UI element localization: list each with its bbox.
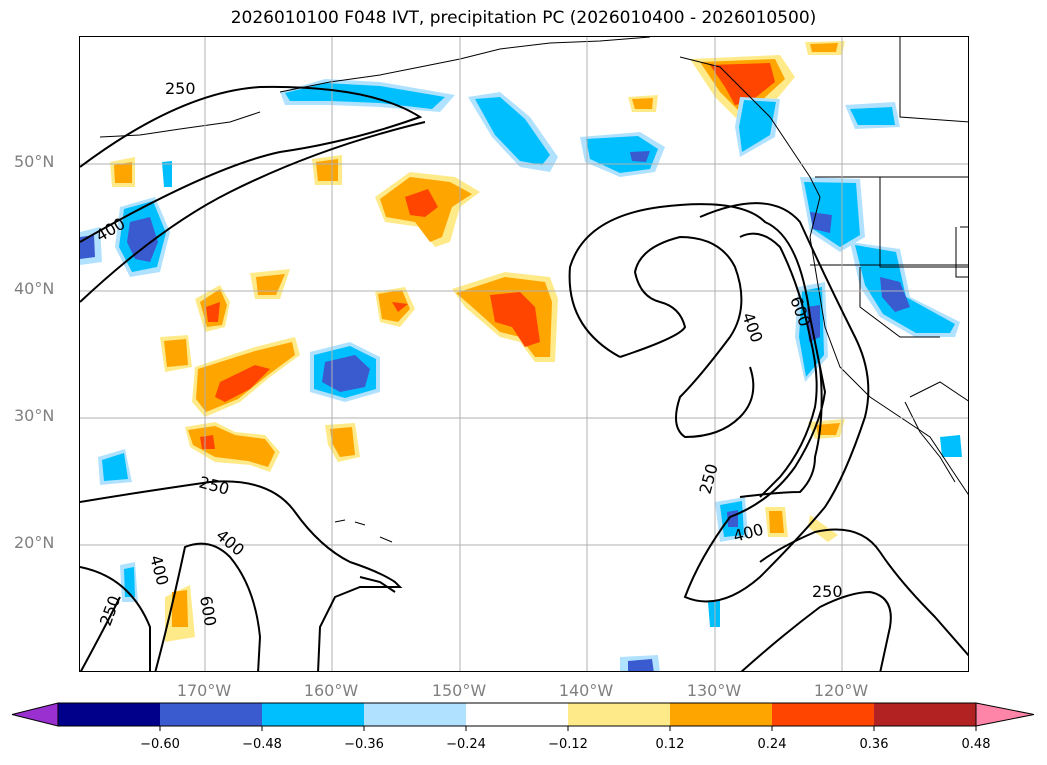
precip-patch-pos [200,435,215,449]
precip-patch-pos [490,292,540,347]
colorbar-segment [568,703,671,726]
map-canvas: 250 400 250 400 400 600 400 250 400 250 … [80,37,968,671]
contour-label: 250 [812,582,843,601]
colorbar-segment [772,703,875,726]
colorbar-segments [11,702,1035,727]
precip-patch-pos [206,302,220,322]
precip-patch-neg [475,97,550,165]
colorbar-extend-low [11,702,59,727]
ivt-contours [80,85,968,671]
lat-label: 50°N [14,152,55,171]
colorbar-outline [57,702,977,727]
precip-patch-neg [940,435,962,457]
lat-label: 30°N [14,406,55,425]
colorbar-segment [874,703,977,726]
colorbar-segment [262,703,365,726]
precip-patch-pos [172,590,188,627]
precip-patch-neg [162,161,172,187]
lon-label: 150°W [431,681,487,700]
precip-patch-neg [850,107,895,125]
colorbar-segment [466,703,569,726]
precip-patch-pos [256,274,285,295]
lon-label: 130°W [686,681,742,700]
colorbar-tick-label: −0.12 [548,737,588,752]
colorbar-tick-label: −0.36 [344,737,384,752]
precip-patch-pos [632,98,653,109]
precip-patch-pos [392,302,408,312]
precip-patch-pos [769,511,784,533]
contour-label: 250 [165,79,196,98]
precip-patch-neg [810,212,832,233]
lon-label: 160°W [303,681,359,700]
precip-patch-neg [630,151,650,162]
precip-shading [80,41,962,671]
precip-patch-neg [322,355,370,392]
precip-patch-neg [708,601,720,627]
lon-label: 120°W [813,681,869,700]
lat-label: 20°N [14,533,55,552]
map-title: 2026010100 F048 IVT, precipitation PC (2… [230,8,817,28]
precip-patch-pos [378,290,410,322]
precip-patch-neg [739,100,776,152]
precip-patch-neg [880,277,910,312]
lon-label: 140°W [558,681,614,700]
precip-patch-pos [114,162,132,183]
colorbar-tick-label: −0.24 [446,737,486,752]
colorbar-tick-label: 0.36 [859,737,889,752]
precip-patch-neg [102,453,128,481]
lon-label: 170°W [176,681,232,700]
precip-patch-pos [808,515,838,542]
colorbar-tick-label: 0.48 [961,737,991,752]
precip-patch-neg [804,182,860,247]
colorbar-tick-label: 0.24 [757,737,787,752]
coastlines [99,37,968,593]
colorbar-extend-high [975,702,1035,727]
colorbar-segment [160,703,263,726]
precip-patch-neg [127,217,158,262]
colorbar-tick-label: 0.12 [655,737,685,752]
colorbar-segment [58,703,161,726]
precip-patch-pos [330,427,355,457]
precip-patch-neg [628,659,654,671]
colorbar-segment [670,703,773,726]
precip-patch-pos [164,339,188,367]
precip-patch-pos [405,189,438,217]
lat-label: 40°N [14,279,55,298]
colorbar-ticks [159,726,977,731]
colorbar-tick-label: −0.48 [242,737,282,752]
colorbar-segment [364,703,467,726]
precip-patch-pos [215,365,270,402]
precip-patch-pos [810,43,838,52]
colorbar-tick-label: −0.60 [140,737,180,752]
map-panel: 250 400 250 400 400 600 400 250 400 250 … [79,36,969,672]
precip-patch-pos [816,423,840,435]
precip-patch-neg [80,235,95,259]
